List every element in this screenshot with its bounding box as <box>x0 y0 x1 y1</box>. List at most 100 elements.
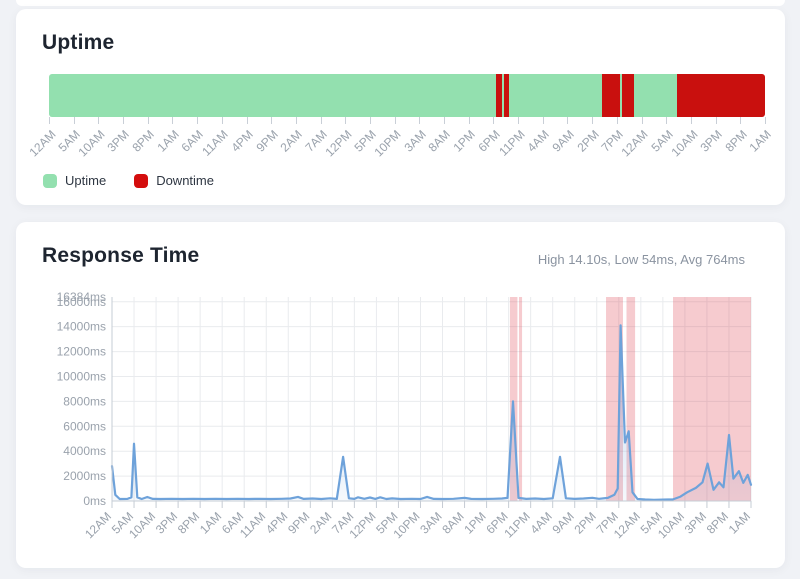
uptime-axis-tick <box>345 117 347 124</box>
uptime-axis-tick <box>271 117 273 124</box>
uptime-x-tick-label: 3AM <box>401 127 429 155</box>
uptime-x-tick-label: 1AM <box>154 127 182 155</box>
response-stats: High 14.10s, Low 54ms, Avg 764ms <box>537 252 745 267</box>
uptime-axis-tick <box>666 117 668 124</box>
uptime-axis-tick <box>147 117 149 124</box>
uptime-segment-up <box>49 74 496 117</box>
uptime-x-tick-label: 12PM <box>322 127 355 160</box>
uptime-axis-tick <box>221 117 223 124</box>
uptime-x-tick-label: 11PM <box>495 127 528 159</box>
response-x-tick-label: 1AM <box>197 509 224 536</box>
response-x-tick-label: 9AM <box>549 509 576 536</box>
uptime-axis-tick <box>542 117 544 124</box>
response-line <box>110 324 753 501</box>
y-tick-label: 6000ms <box>63 419 106 433</box>
response-x-tick-label: 2PM <box>572 509 599 536</box>
downtime-band <box>509 297 518 501</box>
uptime-x-tick-label: 2PM <box>574 127 602 155</box>
y-max-label: 16384ms <box>57 290 106 304</box>
uptime-segment-down <box>504 74 510 117</box>
uptime-axis-tick <box>641 117 643 124</box>
y-tick-label: 14000ms <box>57 320 106 334</box>
uptime-x-tick-label: 11AM <box>199 127 232 159</box>
uptime-x-tick-label: 2AM <box>277 127 306 155</box>
y-tick-label: 4000ms <box>63 444 106 458</box>
uptime-axis-tick <box>518 117 520 124</box>
uptime-axis-tick <box>197 117 199 124</box>
legend-label-downtime: Downtime <box>156 173 214 188</box>
uptime-x-tick-label: 8AM <box>425 127 454 155</box>
downtime-band <box>672 297 751 501</box>
uptime-axis-tick <box>369 117 371 124</box>
uptime-axis-tick <box>98 117 100 124</box>
downtime-band <box>518 297 523 501</box>
uptime-axis-tick <box>123 117 125 124</box>
uptime-axis-tick <box>73 117 75 124</box>
y-tick-label: 2000ms <box>63 469 106 483</box>
legend-item-downtime: Downtime <box>134 173 214 188</box>
response-time-chart: 0ms 2000ms 4000ms 6000ms 8000ms 10000ms 12000m… <box>57 290 753 541</box>
response-time-card: Response Time High 14.10s, Low 54ms, Avg… <box>16 222 785 568</box>
response-x-tick-label: 8AM <box>439 509 466 536</box>
uptime-segment-down <box>622 74 634 117</box>
response-x-tick-label: 3PM <box>153 509 180 536</box>
response-x-tick-label: 3AM <box>417 509 444 536</box>
uptime-x-tick-label: 3PM <box>104 127 133 155</box>
uptime-axis-tick <box>616 117 618 124</box>
uptime-status-bar <box>49 74 765 117</box>
uptime-x-tick-label: 12AM <box>26 127 59 160</box>
uptime-card: Uptime 12AM 5AM 10AM 3PM 8PM 1AM 6AM 11AM 4PM 9PM… <box>16 9 785 205</box>
uptime-axis-tick <box>715 117 717 124</box>
uptime-segment-up <box>509 74 602 117</box>
uptime-axis-tick <box>493 117 495 124</box>
legend-item-uptime: Uptime <box>43 173 106 188</box>
uptime-axis-tick <box>468 117 470 124</box>
uptime-segment-up <box>633 74 677 117</box>
response-x-tick-label: 4AM <box>527 509 554 536</box>
uptime-x-tick-label: 1PM <box>450 127 478 155</box>
uptime-axis-tick <box>394 117 396 124</box>
response-time-title: Response Time <box>42 244 200 267</box>
uptime-x-tick-label: 12AM <box>618 127 651 160</box>
downtime-swatch <box>134 173 149 188</box>
uptime-axis-tick <box>567 117 569 124</box>
uptime-x-tick-label: 1AM <box>746 127 775 155</box>
uptime-axis-tick <box>419 117 421 124</box>
y-tick-label: 12000ms <box>57 345 106 359</box>
uptime-axis-tick <box>765 117 766 124</box>
response-x-tick-label: 4PM <box>263 509 290 536</box>
response-x-tick-label: 8PM <box>704 509 731 536</box>
uptime-title: Uptime <box>42 31 115 54</box>
response-x-tick-label: 2AM <box>307 509 334 536</box>
uptime-axis-tick <box>740 117 742 124</box>
uptime-x-tick-label: 10AM <box>75 127 108 160</box>
uptime-axis-tick <box>444 117 446 124</box>
uptime-axis-tick <box>172 117 174 124</box>
uptime-x-tick-label: 3PM <box>697 127 725 155</box>
uptime-axis-tick <box>690 117 692 124</box>
uptime-legend: Uptime Downtime <box>43 173 214 188</box>
uptime-x-tick-label: 8PM <box>129 127 157 155</box>
y-tick-label: 0ms <box>83 494 106 508</box>
response-x-tick-label: 8PM <box>175 509 202 536</box>
y-tick-label: 16000ms <box>57 295 106 309</box>
uptime-axis-tick <box>49 117 50 124</box>
uptime-axis-tick <box>320 117 322 124</box>
uptime-segment-up <box>620 74 623 117</box>
response-x-tick-label: 1PM <box>461 509 488 536</box>
y-tick-label: 8000ms <box>63 394 106 408</box>
uptime-x-tick-label: 9PM <box>253 127 281 155</box>
uptime-x-tick-label: 10PM <box>371 127 404 160</box>
uptime-segment-down <box>677 74 765 117</box>
uptime-segment-up <box>502 74 505 117</box>
uptime-swatch <box>43 173 57 188</box>
uptime-x-tick-label: 4AM <box>524 127 552 155</box>
uptime-segment-down <box>601 74 620 117</box>
uptime-axis-tick <box>246 117 248 124</box>
uptime-x-tick-label: 8PM <box>722 127 750 155</box>
response-x-tick-label: 9PM <box>285 509 312 536</box>
response-x-tick-label: 1AM <box>726 509 753 536</box>
uptime-x-tick-label: 9AM <box>549 127 577 155</box>
uptime-segment-down <box>495 74 502 117</box>
